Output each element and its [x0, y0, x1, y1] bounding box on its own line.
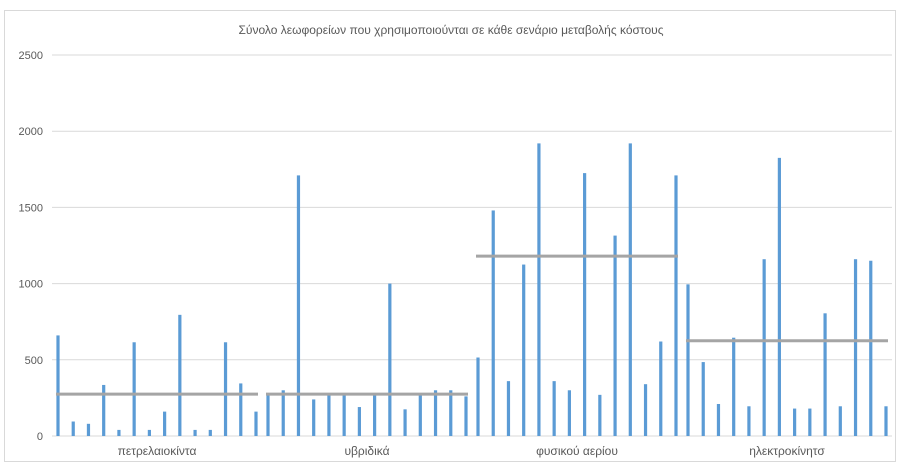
- category-label: φυσικού αερίου: [536, 444, 618, 458]
- y-tick-label: 0: [37, 431, 43, 443]
- bar: [433, 390, 438, 436]
- bar: [296, 175, 301, 436]
- bar: [223, 342, 228, 436]
- bar: [208, 429, 212, 436]
- bar: [132, 342, 136, 436]
- bar: [254, 411, 258, 436]
- chart-frame: Σύνολο λεωφορείων που χρησιμοποιούνται σ…: [4, 10, 896, 462]
- bar: [312, 399, 316, 436]
- bar: [522, 264, 526, 436]
- gridlines: [52, 54, 892, 437]
- y-axis-tick-labels: 0 500 1000 1500 2000 2500: [19, 50, 43, 443]
- bar: [643, 384, 648, 436]
- bar: [567, 390, 571, 436]
- y-tick-label: 1500: [19, 202, 43, 214]
- bar: [56, 335, 60, 436]
- bar: [583, 173, 587, 437]
- bar: [449, 390, 453, 436]
- bar: [869, 260, 873, 436]
- bar: [853, 259, 858, 436]
- category-label: υβριδικά: [344, 444, 389, 458]
- bar: [388, 283, 392, 436]
- bar: [102, 384, 106, 436]
- y-tick-label: 2500: [19, 50, 43, 62]
- bar: [808, 408, 812, 436]
- bar: [701, 362, 705, 436]
- bar: [823, 313, 827, 436]
- bar: [147, 429, 151, 436]
- bars: [56, 143, 888, 437]
- chart-title: Σύνολο λεωφορείων που χρησιμοποιούνται σ…: [239, 23, 664, 37]
- chart-svg: Σύνολο λεωφορείων που χρησιμοποιούνται σ…: [19, 23, 892, 458]
- bar: [686, 284, 690, 436]
- bar: [403, 409, 407, 436]
- bar: [762, 259, 766, 436]
- bar: [838, 406, 842, 436]
- bar: [178, 314, 182, 436]
- bar: [476, 357, 480, 436]
- bar: [357, 407, 361, 436]
- bar: [327, 394, 331, 436]
- bar: [342, 393, 346, 436]
- y-tick-label: 2000: [19, 126, 43, 138]
- bar: [266, 394, 270, 436]
- bar: [659, 341, 663, 436]
- bar: [491, 210, 495, 436]
- bar: [674, 175, 678, 436]
- bar: [163, 411, 167, 436]
- bar: [506, 381, 511, 436]
- y-tick-label: 1000: [19, 279, 43, 291]
- bar: [793, 408, 797, 436]
- bar: [598, 394, 602, 436]
- bar: [193, 429, 197, 436]
- category-label: πετρελαιοκίντα: [118, 444, 197, 458]
- bar: [732, 337, 736, 436]
- bar: [777, 157, 781, 436]
- average-lines: [56, 254, 888, 396]
- bar: [117, 429, 121, 436]
- bar: [71, 421, 75, 436]
- y-tick-label: 500: [25, 355, 43, 367]
- bar: [747, 406, 751, 436]
- category-labels: πετρελαιοκίντα υβριδικά φυσικού αερίου ηλεκ…: [118, 444, 826, 458]
- bar: [281, 390, 285, 436]
- bar: [418, 394, 422, 436]
- bar: [86, 423, 91, 436]
- bar: [239, 383, 243, 436]
- bar: [552, 381, 556, 436]
- bar: [537, 143, 541, 436]
- bar: [716, 403, 721, 436]
- category-label: ηλεκτροκίνητσ: [749, 444, 825, 458]
- bar: [628, 143, 632, 436]
- bar: [613, 235, 617, 436]
- bar: [373, 394, 377, 436]
- bar: [464, 396, 468, 436]
- bar: [884, 406, 888, 436]
